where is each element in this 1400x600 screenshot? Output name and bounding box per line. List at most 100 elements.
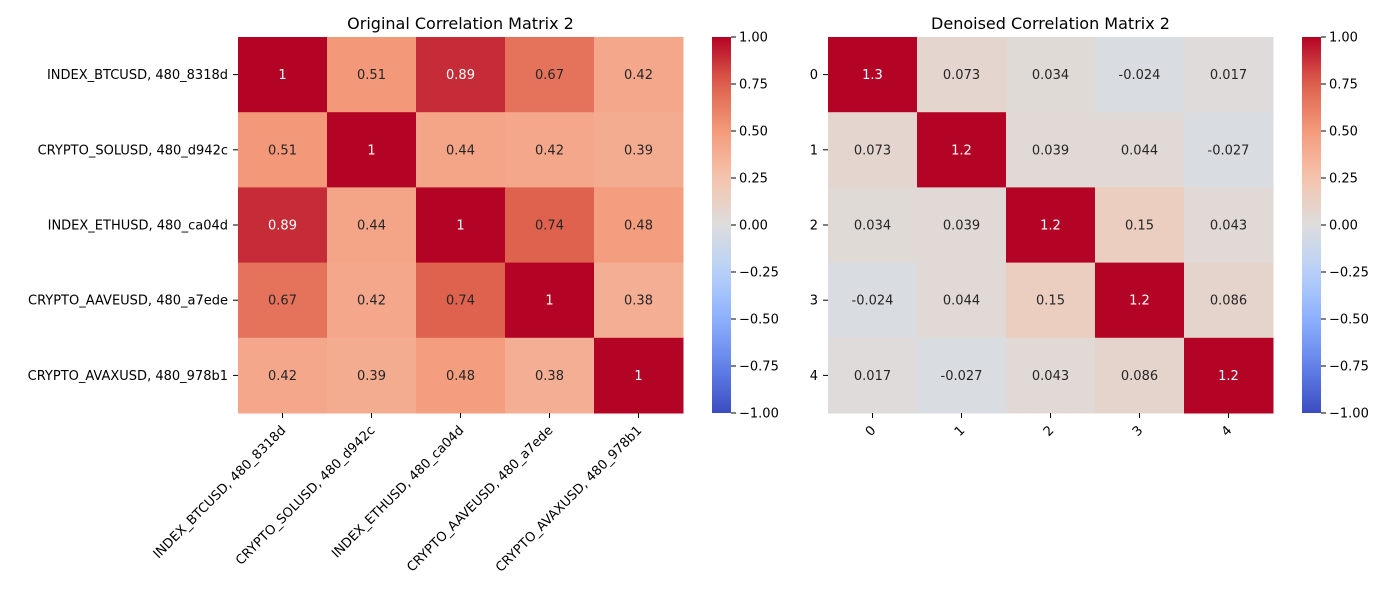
heatmap-cell <box>1095 187 1185 264</box>
cell-value-label: -0.027 <box>1208 143 1250 158</box>
heatmap-cell <box>1095 112 1185 188</box>
cell-value-label: 1.3 <box>862 68 883 83</box>
colorbar-tick-label: 1.00 <box>739 31 768 46</box>
heatmap-cell <box>828 37 918 113</box>
cell-value-label: 0.48 <box>624 219 653 234</box>
colorbar-tick-label: −0.25 <box>739 266 779 281</box>
colorbar-tick-label: −0.25 <box>1329 266 1369 281</box>
y-tick-label: 3 <box>810 294 818 309</box>
heatmap-cell <box>1006 37 1096 113</box>
x-tick-label: 0 <box>863 423 879 439</box>
heatmap-cell <box>1095 337 1185 414</box>
heatmap-cell <box>594 37 684 113</box>
cell-value-label: 0.043 <box>1210 219 1247 234</box>
y-tick-label: 0 <box>810 68 818 83</box>
heatmap-cell <box>416 37 506 113</box>
x-tick-label: 3 <box>1130 423 1146 439</box>
cell-value-label: 0.67 <box>268 294 297 309</box>
cell-value-label: 1 <box>278 68 286 83</box>
cell-value-label: 0.073 <box>943 68 980 83</box>
heatmap-cell <box>594 337 684 414</box>
y-tick-label: INDEX_BTCUSD, 480_8318d <box>47 68 228 83</box>
heatmap-cell <box>327 112 417 188</box>
heatmap-cell <box>1184 37 1274 113</box>
y-tick-label: CRYPTO_AAVEUSD, 480_a7ede <box>28 294 228 309</box>
cell-value-label: 0.039 <box>943 219 980 234</box>
heatmap-cell <box>505 337 595 414</box>
cell-value-label: 0.15 <box>1036 294 1065 309</box>
heatmap-cell <box>594 262 684 339</box>
heatmap-cell <box>238 337 328 414</box>
heatmap-cell <box>238 187 328 264</box>
colorbar-tick-label: 0.50 <box>739 125 768 140</box>
cell-value-label: 0.38 <box>535 369 564 384</box>
cell-value-label: 0.034 <box>1032 68 1069 83</box>
y-tick-label: 4 <box>810 369 818 384</box>
y-tick-label: 1 <box>810 143 818 158</box>
heatmap-cell <box>238 112 328 188</box>
y-tick-label: INDEX_ETHUSD, 480_ca04d <box>48 219 228 234</box>
heatmap-cell <box>505 112 595 188</box>
cell-value-label: 0.89 <box>446 68 475 83</box>
heatmap-cell <box>594 187 684 264</box>
colorbar <box>1302 37 1321 413</box>
cell-value-label: 1.2 <box>951 143 972 158</box>
y-tick-label: CRYPTO_AVAXUSD, 480_978b1 <box>28 369 228 384</box>
cell-value-label: 0.42 <box>268 369 297 384</box>
colorbar-tick-label: −1.00 <box>739 407 779 422</box>
colorbar-tick-label: 0.25 <box>1329 172 1358 187</box>
heatmap-cell <box>327 37 417 113</box>
heatmap-cell <box>828 187 918 264</box>
heatmap-cell <box>238 262 328 339</box>
cell-value-label: 0.48 <box>446 369 475 384</box>
colorbar-tick-label: 0.75 <box>739 78 768 93</box>
cell-value-label: 0.043 <box>1032 369 1069 384</box>
heatmap-panel-original: Original Correlation Matrix 2 1 0.51 0.89 0… <box>28 14 779 576</box>
heatmap-cell <box>1184 112 1274 188</box>
x-tick-label: 2 <box>1041 423 1057 439</box>
cell-value-label: 0.51 <box>268 143 297 158</box>
heatmap-cell <box>917 187 1007 264</box>
cell-value-label: 0.42 <box>624 68 653 83</box>
cell-value-label: 0.044 <box>943 294 980 309</box>
chart-title: Original Correlation Matrix 2 <box>347 14 574 33</box>
heatmap-panel-denoised: Denoised Correlation Matrix 2 1.3 0.073 0.… <box>810 14 1369 440</box>
cell-value-label: 1 <box>545 294 553 309</box>
heatmap-cell <box>238 37 328 113</box>
heatmap-cell <box>917 37 1007 113</box>
heatmap-cell <box>327 262 417 339</box>
cell-value-label: 0.073 <box>854 143 891 158</box>
heatmap-cell <box>1095 262 1185 339</box>
heatmap-cell <box>917 112 1007 188</box>
cell-value-label: 1.2 <box>1129 294 1150 309</box>
heatmap-cell <box>594 112 684 188</box>
heatmap-cell <box>1006 187 1096 264</box>
heatmap-cell <box>327 187 417 264</box>
heatmap-cell <box>1184 187 1274 264</box>
x-tick-label: 4 <box>1219 423 1235 439</box>
heatmap-cell <box>327 337 417 414</box>
heatmap-cell <box>416 187 506 264</box>
heatmap-cell <box>505 187 595 264</box>
heatmap-cell <box>1184 337 1274 414</box>
cell-value-label: 0.086 <box>1121 369 1158 384</box>
cell-value-label: 1 <box>634 369 642 384</box>
y-tick-label: 2 <box>810 219 818 234</box>
cell-value-label: 0.039 <box>1032 143 1069 158</box>
colorbar-tick-label: −0.75 <box>739 360 779 375</box>
colorbar-tick-label: 0.00 <box>739 219 768 234</box>
heatmap-cell <box>917 262 1007 339</box>
colorbar-tick-label: 0.00 <box>1329 219 1358 234</box>
cell-value-label: 0.42 <box>357 294 386 309</box>
colorbar-tick-label: 0.75 <box>1329 78 1358 93</box>
colorbar-tick-label: 0.50 <box>1329 125 1358 140</box>
cell-value-label: 0.44 <box>357 219 386 234</box>
cell-value-label: 0.15 <box>1125 219 1154 234</box>
cell-value-label: 0.89 <box>268 219 297 234</box>
heatmap-cell <box>917 337 1007 414</box>
heatmap-cell <box>1184 262 1274 339</box>
chart-title: Denoised Correlation Matrix 2 <box>931 14 1170 33</box>
cell-value-label: 0.38 <box>624 294 653 309</box>
heatmap-cell <box>828 112 918 188</box>
